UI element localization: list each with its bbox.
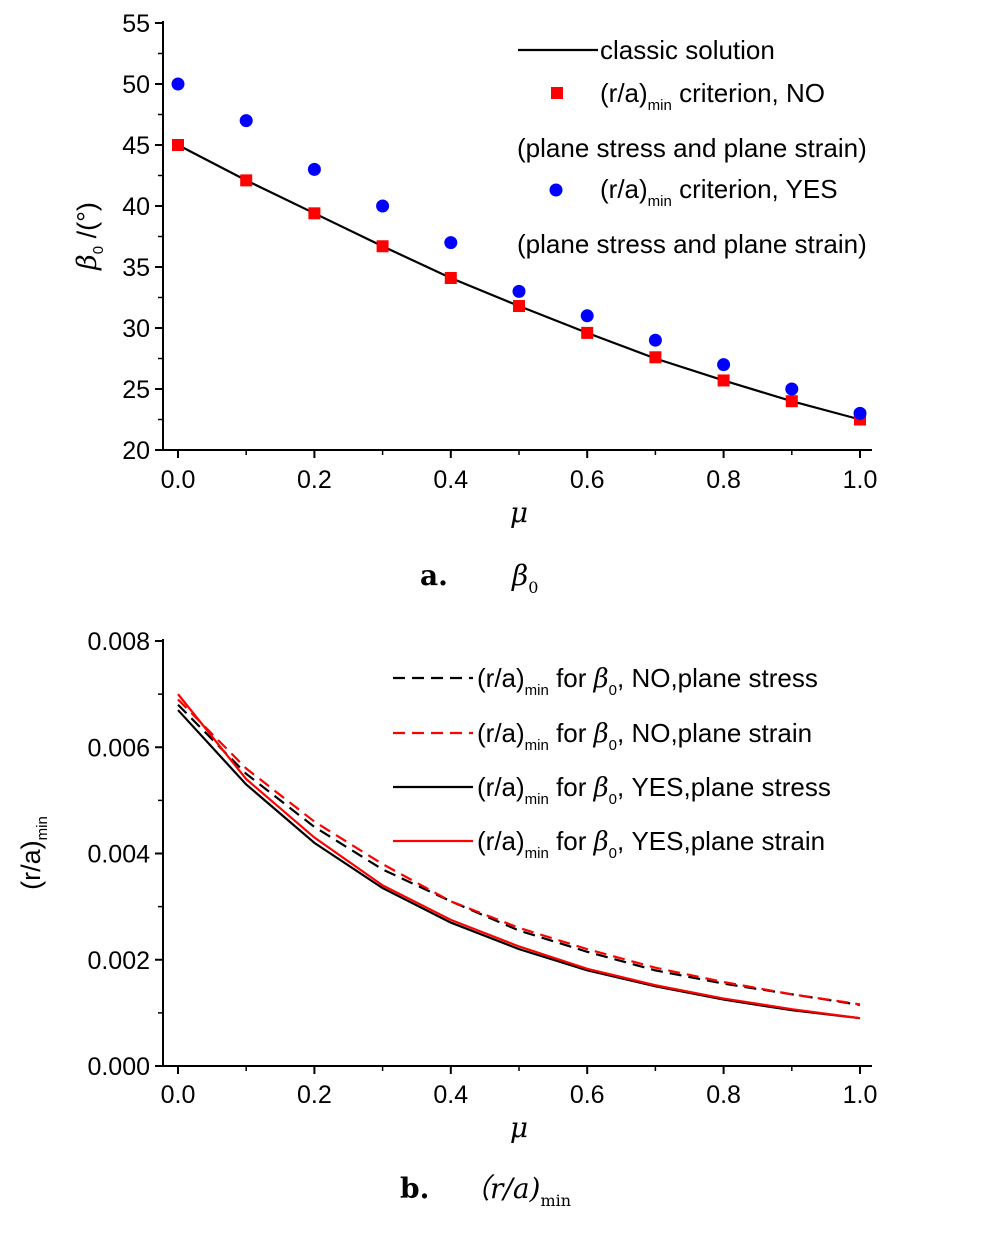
y-tick-label: 0.002 bbox=[87, 947, 150, 975]
chart-b: 0.0 0.2 0.4 0.6 0.8 1.0 0.000 0.002 0.004 0.006 0.… bbox=[16, 628, 877, 1210]
data-point-circle bbox=[171, 77, 185, 91]
legend-label: (r/a)min criterion, YES bbox=[600, 174, 838, 210]
x-tick-label: 0.8 bbox=[706, 1081, 741, 1109]
legend-label: (r/a)min for β0, NO,plane strain bbox=[477, 718, 812, 754]
y-tick-label: 45 bbox=[122, 132, 150, 160]
x-tick-label: 0.4 bbox=[433, 466, 468, 494]
y-tick-label: 30 bbox=[122, 315, 150, 343]
data-point-square bbox=[308, 207, 321, 220]
series-yes-strain bbox=[177, 693, 861, 1020]
legend-label: classic solution bbox=[600, 35, 775, 65]
x-tick-label: 1.0 bbox=[843, 466, 878, 494]
data-point-square bbox=[513, 300, 525, 313]
data-point-square bbox=[581, 326, 594, 339]
legend: (r/a)min for β0, NO,plane stress (r/a)min… bbox=[393, 663, 831, 862]
y-tick-label: 55 bbox=[122, 10, 150, 38]
x-tick-label: 0.6 bbox=[570, 1081, 605, 1109]
caption-label: a. bbox=[420, 559, 448, 592]
data-point-square bbox=[376, 240, 389, 253]
legend-label-line2: (plane stress and plane strain) bbox=[517, 133, 867, 163]
x-tick-label: 0.2 bbox=[297, 1081, 332, 1109]
data-point-circle bbox=[580, 309, 594, 323]
series-no bbox=[172, 139, 866, 426]
series-line-yes-strain bbox=[177, 693, 861, 1020]
x-tick-label: 0.2 bbox=[297, 466, 332, 494]
legend-label: (r/a)min for β0, YES,plane stress bbox=[477, 772, 831, 808]
series-line-no-strain bbox=[177, 698, 861, 1006]
y-tick-label: 25 bbox=[122, 376, 150, 404]
y-tick-label: 0.006 bbox=[87, 734, 150, 762]
data-point-circle bbox=[239, 114, 253, 128]
y-tick-label: 40 bbox=[122, 193, 150, 221]
y-tick-label: 20 bbox=[122, 437, 150, 465]
legend: classic solution (r/a)min criterion, NO (p… bbox=[517, 35, 867, 259]
y-axis-label: (r/a)min bbox=[16, 816, 51, 890]
y-tick-label: 0.004 bbox=[87, 841, 150, 869]
caption-label: b. bbox=[400, 1172, 429, 1205]
data-point-circle bbox=[444, 236, 458, 250]
data-point-square bbox=[717, 374, 730, 387]
data-point-circle bbox=[376, 199, 390, 213]
data-point-circle bbox=[307, 162, 321, 176]
data-point-circle bbox=[785, 382, 799, 396]
data-point-square bbox=[240, 174, 253, 187]
data-point-square bbox=[785, 395, 798, 408]
data-point-circle bbox=[717, 358, 731, 372]
x-tick-label: 0.0 bbox=[161, 1081, 196, 1109]
series-line-yes-stress bbox=[177, 709, 861, 1020]
legend-swatch-circle bbox=[549, 183, 563, 197]
legend-label: (r/a)min criterion, NO bbox=[600, 78, 825, 114]
x-tick-label: 1.0 bbox=[843, 1081, 878, 1109]
x-tick-label: 0.0 bbox=[161, 466, 196, 494]
x-axis-label: μ bbox=[510, 496, 528, 529]
data-point-circle bbox=[648, 333, 662, 347]
series-no-strain bbox=[177, 698, 861, 1006]
caption-symbol: β0 bbox=[511, 559, 538, 597]
x-tick-label: 0.4 bbox=[433, 1081, 468, 1109]
data-point-circle bbox=[512, 284, 526, 298]
legend-label-line2: (plane stress and plane strain) bbox=[517, 229, 867, 259]
y-axis-label: β0 /(°) bbox=[72, 202, 107, 271]
legend-swatch-square bbox=[551, 87, 563, 99]
y-tick-label: 50 bbox=[122, 71, 150, 99]
data-point-square bbox=[444, 271, 457, 284]
legend-label: (r/a)min for β0, NO,plane stress bbox=[477, 663, 818, 699]
chart-a: 0.0 0.2 0.4 0.6 0.8 1.0 20 25 30 35 40 45 50 55 μ β0 /(… bbox=[72, 10, 877, 597]
series-yes bbox=[171, 77, 867, 420]
y-tick-label: 35 bbox=[122, 254, 150, 282]
data-point-circle bbox=[853, 406, 867, 420]
data-point-square bbox=[172, 139, 184, 151]
series-yes-stress bbox=[177, 709, 861, 1020]
y-tick-label: 0.008 bbox=[87, 628, 150, 656]
x-axis-label: μ bbox=[510, 1111, 528, 1144]
x-tick-label: 0.8 bbox=[706, 466, 741, 494]
y-tick-label: 0.000 bbox=[87, 1053, 150, 1081]
legend-label: (r/a)min for β0, YES,plane strain bbox=[477, 826, 825, 862]
data-point-square bbox=[649, 351, 662, 364]
x-tick-label: 0.6 bbox=[570, 466, 605, 494]
caption-symbol: （r/a)min bbox=[462, 1172, 571, 1210]
